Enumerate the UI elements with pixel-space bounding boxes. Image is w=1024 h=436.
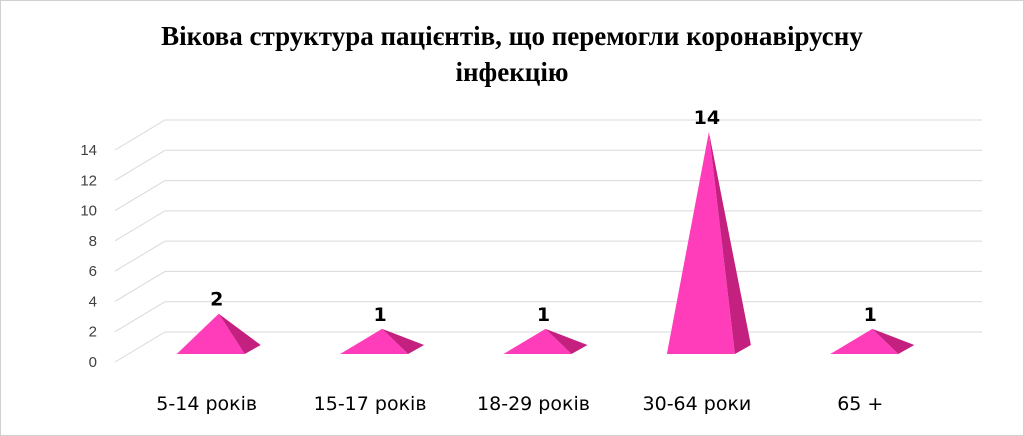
y-tick-label: 10 xyxy=(80,203,97,220)
y-tick-label: 6 xyxy=(89,263,97,280)
gridline xyxy=(114,180,982,212)
pyramid-side-face xyxy=(218,313,261,354)
pyramid-front-face xyxy=(830,328,899,354)
chart-title-line-2: інфекцію xyxy=(455,57,569,87)
y-tick-label: 2 xyxy=(89,324,97,341)
data-label: 2 xyxy=(210,289,223,311)
pyramid-front-face xyxy=(176,313,245,354)
data-label: 1 xyxy=(864,304,877,326)
x-tick-label: 5-14 років xyxy=(156,393,257,415)
y-tick-label: 12 xyxy=(80,172,97,189)
x-tick-label: 30-64 роки xyxy=(643,393,752,415)
y-tick-label: 4 xyxy=(89,293,97,310)
pyramid-side-face xyxy=(545,328,588,354)
x-tick-label: 18-29 років xyxy=(477,393,590,415)
gridline xyxy=(114,119,982,151)
y-tick-label: 14 xyxy=(80,142,97,159)
gridline xyxy=(114,149,982,181)
data-label: 1 xyxy=(537,304,550,326)
pyramid-front-face xyxy=(666,132,735,354)
pyramid-front-face xyxy=(503,328,572,354)
pyramid-front-face xyxy=(340,328,409,354)
pyramid-side-face xyxy=(382,328,425,354)
gridline xyxy=(114,210,982,242)
data-label: 1 xyxy=(373,304,386,326)
chart-title-line-1: Вікова структура пацієнтів, що перемогли… xyxy=(161,21,863,51)
pyramid-side-face xyxy=(872,328,915,354)
data-label: 14 xyxy=(694,107,720,129)
y-tick-label: 8 xyxy=(89,233,97,250)
pyramid-side-face xyxy=(708,132,751,354)
chart-title: Вікова структура пацієнтів, що перемогли… xyxy=(0,18,1024,90)
gridline xyxy=(114,240,982,272)
x-tick-label: 15-17 років xyxy=(314,393,427,415)
y-tick-label: 0 xyxy=(89,354,97,371)
gridline xyxy=(114,270,982,302)
x-tick-label: 65 + xyxy=(837,393,883,415)
